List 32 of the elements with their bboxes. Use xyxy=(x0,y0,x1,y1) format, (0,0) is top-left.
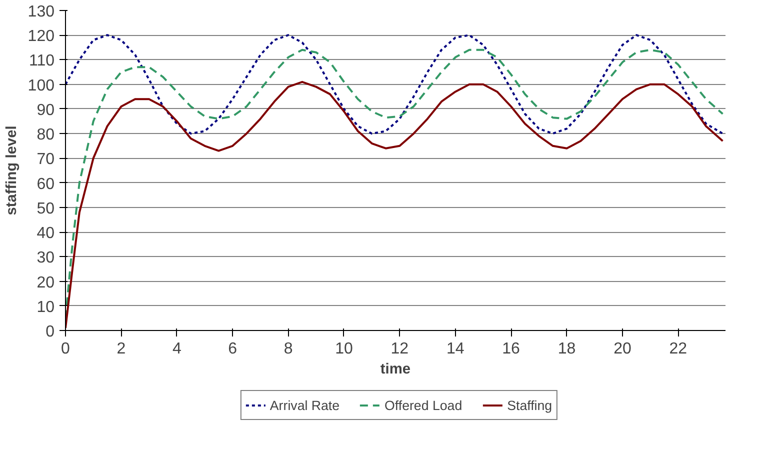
x-tick-label: 12 xyxy=(390,340,409,358)
x-tick-label: 2 xyxy=(116,340,126,358)
y-tick-label: 0 xyxy=(46,324,55,340)
y-tick-label: 130 xyxy=(28,4,55,20)
x-tick-label: 10 xyxy=(335,340,353,358)
legend-label: Arrival Rate xyxy=(270,398,340,412)
legend-label: Offered Load xyxy=(384,398,462,412)
y-tick-label: 50 xyxy=(36,200,55,218)
x-tick-label: 14 xyxy=(446,340,464,358)
y-tick-label: 100 xyxy=(28,77,55,94)
y-tick-label: 120 xyxy=(28,28,55,46)
y-tick-label: 60 xyxy=(36,176,55,193)
x-tick-label: 22 xyxy=(669,340,688,358)
x-tick-label: 16 xyxy=(502,340,520,358)
x-tick-label: 8 xyxy=(284,340,293,358)
legend-label: Staffing xyxy=(507,398,552,412)
x-tick-label: 6 xyxy=(228,340,238,358)
y-tick-label: 30 xyxy=(36,250,55,267)
y-tick-label: 10 xyxy=(36,298,55,316)
y-axis-title: staffing level xyxy=(4,126,20,216)
x-axis-title: time xyxy=(380,362,411,378)
x-tick-label: 0 xyxy=(61,340,70,358)
line-series xyxy=(66,34,724,135)
y-tick-label: 20 xyxy=(36,274,55,292)
x-tick-label: 4 xyxy=(172,340,182,358)
y-tick-label: 90 xyxy=(36,102,55,119)
y-tick-label: 40 xyxy=(36,225,55,242)
y-tick-label: 110 xyxy=(28,52,55,70)
y-tick-label: 80 xyxy=(36,126,55,144)
x-tick-label: 20 xyxy=(614,340,632,358)
y-tick-label: 70 xyxy=(36,151,55,168)
x-tick-label: 18 xyxy=(558,340,576,358)
